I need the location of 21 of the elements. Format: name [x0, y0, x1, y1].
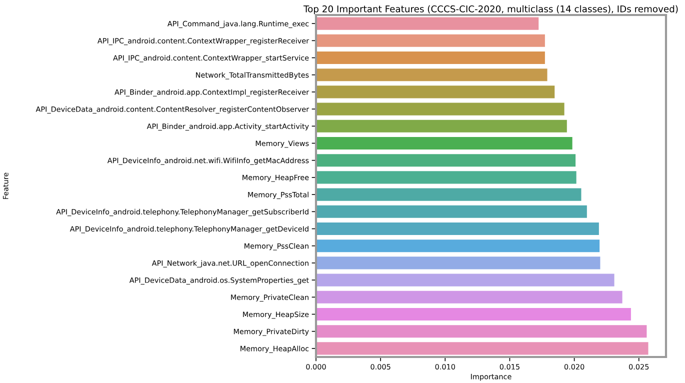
- bar: [316, 33, 546, 48]
- bar: [316, 102, 566, 116]
- bar: [316, 221, 600, 236]
- bar: [316, 170, 578, 185]
- bar: [316, 256, 602, 270]
- bar: [316, 84, 556, 100]
- bar: [316, 272, 616, 288]
- bar: [316, 136, 574, 151]
- bar: [316, 152, 577, 168]
- bar: [316, 16, 540, 31]
- bar: [316, 204, 588, 220]
- bar: [316, 118, 568, 134]
- bar: [316, 67, 548, 82]
- bar: [316, 50, 546, 66]
- bar: [316, 341, 650, 356]
- chart-title: Top 20 Important Features (CCCS-CIC-2020, multiclass (14 classes), IDs removed): [303, 5, 678, 14]
- bar: [316, 238, 601, 254]
- bar: [316, 290, 624, 305]
- bar: [316, 306, 632, 322]
- bar: [316, 187, 582, 202]
- bar: [316, 324, 648, 339]
